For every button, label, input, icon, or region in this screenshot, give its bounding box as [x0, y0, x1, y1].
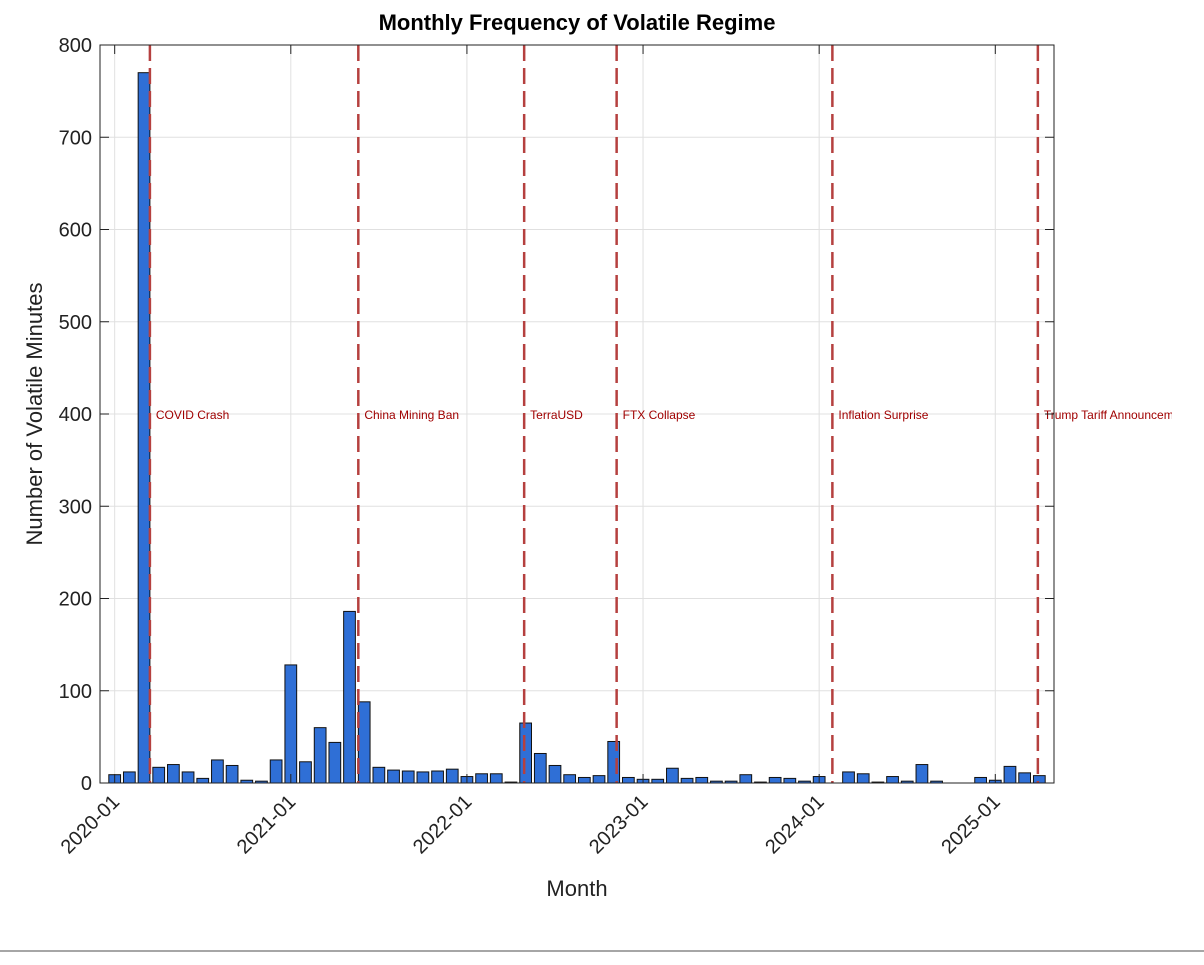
bar: [152, 766, 166, 784]
bar: [768, 776, 782, 784]
y-tick-label: 600: [59, 220, 92, 242]
bar: [856, 773, 870, 784]
bar: [1032, 775, 1046, 784]
bar: [783, 777, 797, 784]
bar: [137, 72, 151, 784]
event-label: Trump Tariff Announcement: [1044, 408, 1191, 422]
event-label: TerraUSD: [530, 408, 583, 422]
bar: [577, 776, 591, 784]
y-tick-label: 500: [59, 312, 92, 334]
x-axis-label: Month: [546, 876, 607, 901]
bar: [651, 778, 665, 784]
event-label: COVID Crash: [156, 408, 229, 422]
bar: [299, 761, 312, 784]
bar: [225, 764, 239, 784]
bar: [167, 764, 180, 784]
bar: [196, 777, 210, 784]
bar: [621, 776, 635, 784]
x-tick-label: 2024-01: [761, 791, 828, 858]
bar: [401, 770, 415, 784]
y-tick-label: 700: [59, 127, 92, 149]
bar: [445, 768, 459, 784]
bar: [563, 774, 577, 784]
bar: [592, 775, 606, 784]
bar: [211, 759, 224, 784]
bar: [739, 774, 753, 784]
bar: [122, 771, 136, 784]
bar: [372, 766, 386, 784]
y-tick-label: 300: [59, 496, 92, 518]
bar: [842, 771, 855, 784]
y-tick-label: 0: [81, 773, 92, 795]
event-label: Inflation Surprise: [838, 408, 928, 422]
x-tick-label: 2023-01: [585, 791, 652, 858]
bar: [284, 664, 298, 784]
bar: [533, 752, 547, 784]
bar: [357, 701, 371, 784]
chart-title: Monthly Frequency of Volatile Regime: [379, 10, 776, 35]
bar: [548, 764, 562, 784]
bar: [915, 764, 929, 784]
bar: [666, 767, 679, 784]
bar: [519, 722, 533, 784]
x-tick-label: 2025-01: [937, 791, 1004, 858]
bar: [343, 610, 356, 784]
bar: [489, 773, 503, 784]
y-tick-label: 200: [59, 589, 92, 611]
x-tick-label: 2020-01: [57, 791, 124, 858]
event-label: FTX Collapse: [623, 408, 696, 422]
y-axis-label: Number of Volatile Minutes: [22, 283, 47, 546]
bar: [416, 771, 430, 784]
bar: [695, 776, 709, 784]
bar: [475, 773, 488, 784]
bar: [886, 776, 899, 784]
bar: [387, 769, 400, 784]
bar: [680, 777, 694, 784]
y-tick-label: 400: [59, 404, 92, 426]
bar: [181, 771, 195, 784]
event-label: China Mining Ban: [364, 408, 459, 422]
bar: [431, 770, 444, 784]
bar: [1003, 765, 1017, 784]
y-tick-label: 100: [59, 681, 92, 703]
y-tick-label: 800: [59, 35, 92, 57]
bar: [1018, 772, 1032, 784]
x-tick-label: 2022-01: [409, 791, 476, 858]
bar: [328, 741, 342, 784]
bar: [269, 759, 283, 784]
bar: [974, 776, 987, 784]
bar: [313, 727, 327, 784]
x-tick-label: 2021-01: [233, 791, 300, 858]
